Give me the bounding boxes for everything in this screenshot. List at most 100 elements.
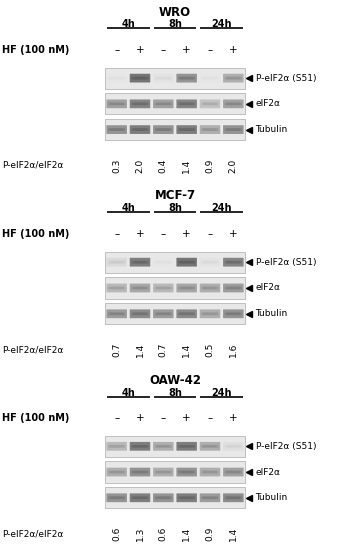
FancyBboxPatch shape — [153, 310, 174, 318]
FancyBboxPatch shape — [110, 496, 123, 499]
FancyBboxPatch shape — [225, 445, 242, 448]
FancyBboxPatch shape — [130, 310, 150, 318]
FancyBboxPatch shape — [108, 77, 125, 79]
FancyBboxPatch shape — [180, 286, 193, 289]
FancyBboxPatch shape — [202, 103, 218, 105]
FancyBboxPatch shape — [105, 67, 245, 89]
FancyBboxPatch shape — [108, 261, 125, 263]
FancyBboxPatch shape — [225, 103, 242, 105]
Text: HF (100 nM): HF (100 nM) — [2, 229, 69, 238]
FancyBboxPatch shape — [105, 93, 245, 114]
Text: –: – — [114, 229, 119, 238]
FancyBboxPatch shape — [157, 103, 170, 105]
Text: P-eIF2α/eIF2α: P-eIF2α/eIF2α — [2, 345, 63, 354]
FancyBboxPatch shape — [223, 468, 244, 476]
FancyBboxPatch shape — [203, 103, 217, 105]
FancyBboxPatch shape — [132, 496, 148, 499]
FancyBboxPatch shape — [133, 286, 147, 289]
FancyBboxPatch shape — [180, 77, 193, 79]
FancyBboxPatch shape — [133, 128, 147, 131]
FancyBboxPatch shape — [108, 312, 125, 315]
FancyBboxPatch shape — [157, 471, 170, 474]
FancyBboxPatch shape — [180, 103, 193, 105]
FancyBboxPatch shape — [227, 445, 240, 448]
FancyBboxPatch shape — [105, 278, 245, 299]
Text: eIF2α: eIF2α — [256, 99, 280, 108]
Text: OAW-42: OAW-42 — [149, 374, 201, 387]
FancyBboxPatch shape — [176, 493, 197, 502]
FancyBboxPatch shape — [108, 128, 125, 131]
FancyBboxPatch shape — [225, 496, 242, 499]
Text: 24h: 24h — [211, 19, 232, 29]
Text: –: – — [207, 45, 213, 55]
FancyBboxPatch shape — [105, 119, 245, 140]
Text: HF (100 nM): HF (100 nM) — [2, 45, 69, 55]
Text: +: + — [229, 45, 238, 55]
FancyBboxPatch shape — [153, 99, 174, 108]
Text: 1.4: 1.4 — [135, 343, 145, 357]
Text: 8h: 8h — [168, 19, 182, 29]
FancyBboxPatch shape — [225, 471, 242, 474]
FancyBboxPatch shape — [132, 286, 148, 289]
FancyBboxPatch shape — [130, 74, 150, 82]
FancyBboxPatch shape — [178, 103, 195, 105]
FancyBboxPatch shape — [223, 74, 244, 82]
FancyBboxPatch shape — [133, 103, 147, 105]
Text: –: – — [207, 413, 213, 423]
Text: 1.4: 1.4 — [182, 343, 191, 357]
FancyBboxPatch shape — [110, 128, 123, 131]
FancyBboxPatch shape — [132, 471, 148, 474]
FancyBboxPatch shape — [133, 261, 147, 263]
FancyBboxPatch shape — [106, 258, 127, 267]
FancyBboxPatch shape — [180, 128, 193, 131]
Text: 0.4: 0.4 — [159, 158, 168, 173]
FancyBboxPatch shape — [157, 77, 170, 79]
FancyBboxPatch shape — [132, 103, 148, 105]
Text: 0.6: 0.6 — [159, 527, 168, 541]
FancyBboxPatch shape — [178, 312, 195, 315]
FancyBboxPatch shape — [130, 442, 150, 450]
FancyBboxPatch shape — [105, 487, 245, 508]
FancyBboxPatch shape — [203, 312, 217, 315]
Text: 4h: 4h — [121, 203, 135, 213]
FancyBboxPatch shape — [110, 312, 123, 315]
FancyBboxPatch shape — [202, 286, 218, 289]
FancyBboxPatch shape — [178, 77, 195, 79]
FancyBboxPatch shape — [155, 103, 172, 105]
FancyBboxPatch shape — [200, 442, 220, 450]
FancyBboxPatch shape — [153, 125, 174, 134]
FancyBboxPatch shape — [106, 125, 127, 134]
FancyBboxPatch shape — [157, 312, 170, 315]
Text: +: + — [182, 45, 191, 55]
FancyBboxPatch shape — [105, 303, 245, 325]
FancyBboxPatch shape — [110, 445, 123, 448]
FancyBboxPatch shape — [223, 493, 244, 502]
FancyBboxPatch shape — [202, 128, 218, 131]
Text: +: + — [229, 413, 238, 423]
Text: 0.5: 0.5 — [205, 343, 215, 357]
FancyBboxPatch shape — [133, 445, 147, 448]
FancyBboxPatch shape — [105, 252, 245, 273]
FancyBboxPatch shape — [133, 496, 147, 499]
FancyBboxPatch shape — [157, 128, 170, 131]
Text: eIF2α: eIF2α — [256, 468, 280, 476]
FancyBboxPatch shape — [130, 468, 150, 476]
Text: 1.4: 1.4 — [229, 527, 238, 541]
Text: HF (100 nM): HF (100 nM) — [2, 413, 69, 423]
FancyBboxPatch shape — [225, 128, 242, 131]
FancyBboxPatch shape — [153, 258, 174, 267]
FancyBboxPatch shape — [202, 496, 218, 499]
FancyBboxPatch shape — [133, 312, 147, 315]
FancyBboxPatch shape — [105, 461, 245, 482]
FancyBboxPatch shape — [203, 471, 217, 474]
FancyBboxPatch shape — [153, 493, 174, 502]
FancyBboxPatch shape — [155, 77, 172, 79]
FancyBboxPatch shape — [178, 471, 195, 474]
FancyBboxPatch shape — [108, 496, 125, 499]
FancyBboxPatch shape — [110, 103, 123, 105]
FancyBboxPatch shape — [153, 284, 174, 293]
FancyBboxPatch shape — [200, 125, 220, 134]
Text: MCF-7: MCF-7 — [154, 189, 196, 203]
Text: 2.0: 2.0 — [135, 158, 145, 173]
FancyBboxPatch shape — [180, 312, 193, 315]
